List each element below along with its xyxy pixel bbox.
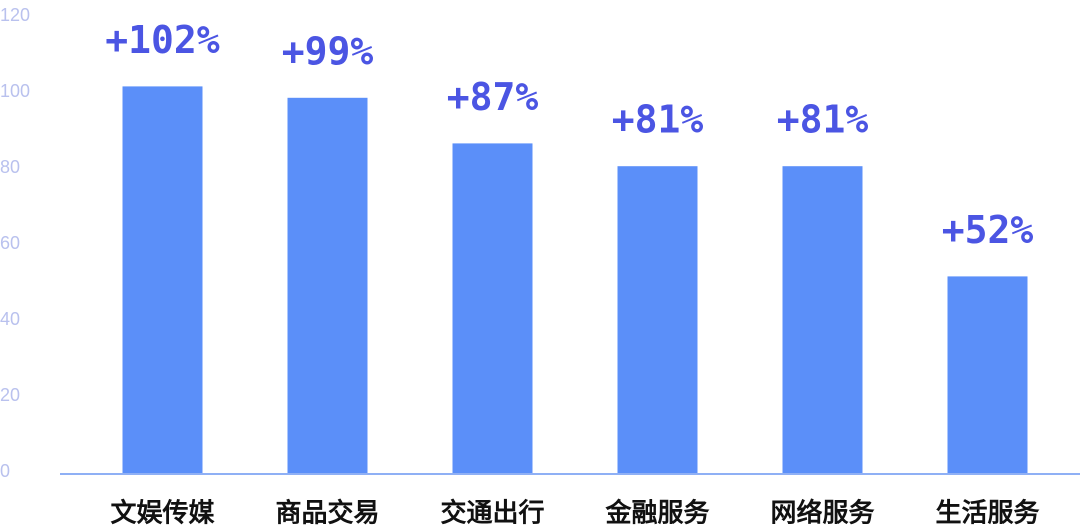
y-tick-label: 80 xyxy=(0,157,20,177)
bar xyxy=(287,97,368,475)
value-label: +81% xyxy=(612,98,704,142)
y-tick-label: 40 xyxy=(0,309,20,329)
bar xyxy=(452,143,533,474)
x-tick-label: 网络服务 xyxy=(770,498,874,529)
x-tick-label: 生活服务 xyxy=(935,499,1039,529)
bar xyxy=(947,276,1028,474)
y-tick-label: 120 xyxy=(0,5,30,25)
x-tick-label: 交通出行 xyxy=(440,498,544,529)
bar xyxy=(617,166,698,474)
x-tick-label: 金融服务 xyxy=(604,498,709,529)
value-label: +99% xyxy=(282,29,374,73)
value-label: +87% xyxy=(447,75,539,119)
bar xyxy=(122,86,203,475)
value-label: +81% xyxy=(777,98,869,142)
x-tick-label: 文娱传媒 xyxy=(110,498,215,529)
y-tick-label: 100 xyxy=(0,81,30,101)
y-tick-label: 20 xyxy=(0,385,20,405)
y-tick-label: 0 xyxy=(0,461,10,481)
value-label: +102% xyxy=(105,18,220,62)
y-tick-label: 60 xyxy=(0,233,20,253)
x-tick-label: 商品交易 xyxy=(275,498,379,529)
value-label: +52% xyxy=(942,208,1034,252)
bar xyxy=(782,166,863,474)
